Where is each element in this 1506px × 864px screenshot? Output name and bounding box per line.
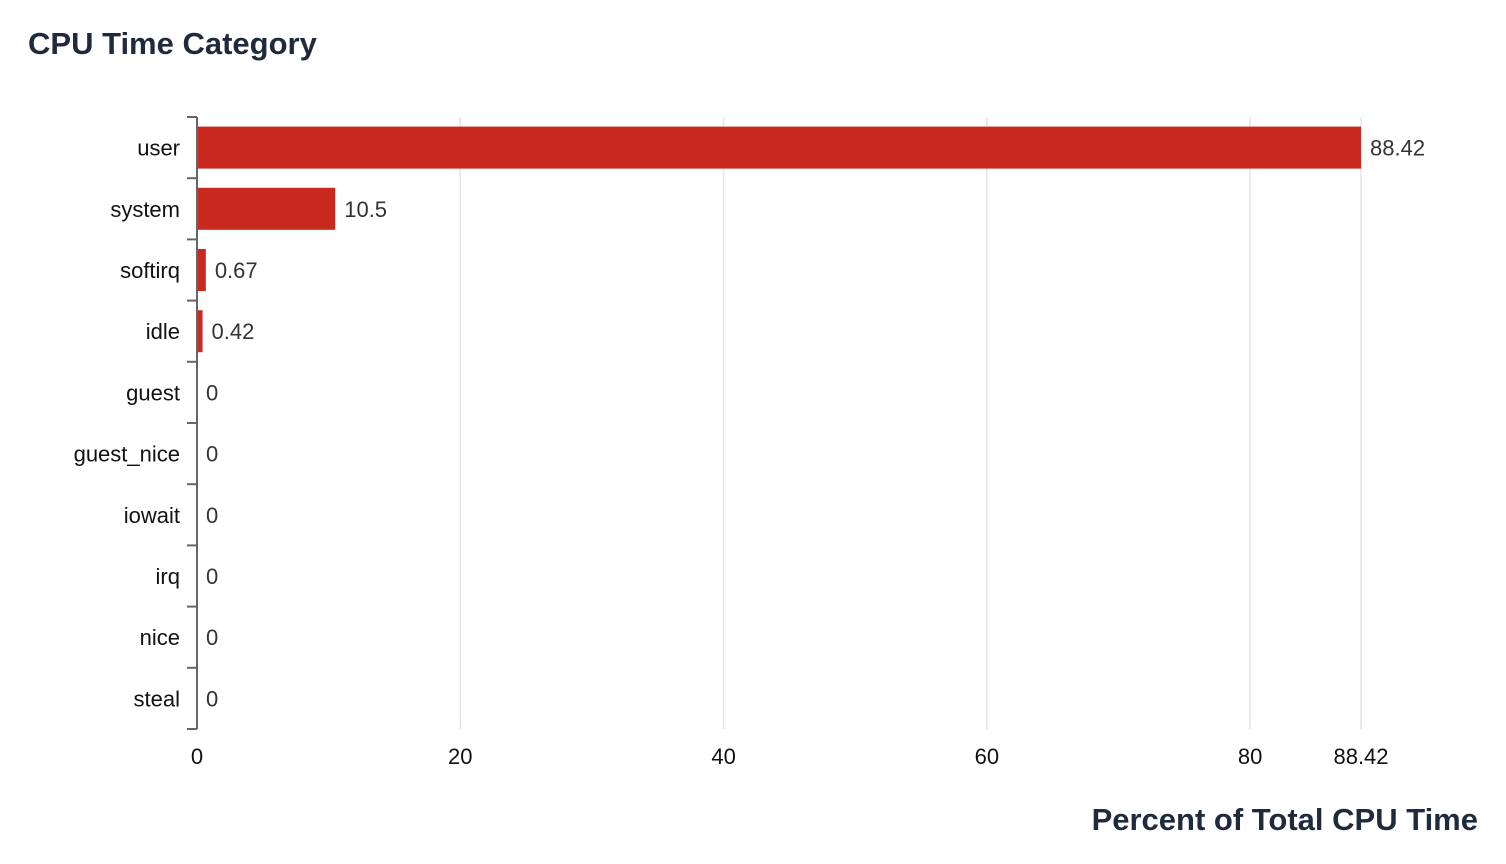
value-label-idle: 0.42 <box>212 319 255 344</box>
category-label-iowait: iowait <box>124 503 180 528</box>
bar-user <box>197 126 1361 169</box>
category-label-nice: nice <box>140 625 180 650</box>
value-label-iowait: 0 <box>206 503 218 528</box>
category-label-softirq: softirq <box>120 258 180 283</box>
category-label-guest_nice: guest_nice <box>74 442 180 467</box>
x-tick-label-0: 0 <box>191 744 203 769</box>
value-label-steal: 0 <box>206 686 218 711</box>
value-label-system: 10.5 <box>344 197 387 222</box>
x-axis-title: Percent of Total CPU Time <box>1092 802 1478 837</box>
bar-idle <box>197 310 203 353</box>
category-label-idle: idle <box>146 319 180 344</box>
value-label-softirq: 0.67 <box>215 258 258 283</box>
chart-title: CPU Time Category <box>28 26 318 61</box>
bars <box>197 126 1361 353</box>
category-label-steal: steal <box>134 686 180 711</box>
value-labels: 88.42 10.5 0.67 0.42 0 0 0 0 0 0 <box>206 136 1425 712</box>
x-tick-label-1: 20 <box>448 744 472 769</box>
x-tick-label-3: 60 <box>975 744 999 769</box>
value-label-irq: 0 <box>206 564 218 589</box>
value-label-nice: 0 <box>206 625 218 650</box>
axes <box>187 116 198 730</box>
bar-softirq <box>197 249 206 291</box>
x-tick-label-2: 40 <box>711 744 735 769</box>
category-label-guest: guest <box>126 380 180 405</box>
category-label-irq: irq <box>156 564 180 589</box>
category-label-user: user <box>137 136 180 161</box>
x-tick-labels: 0 20 40 60 80 88.42 <box>191 744 1389 769</box>
value-label-guest: 0 <box>206 380 218 405</box>
grid-lines <box>459 117 1362 729</box>
value-label-guest_nice: 0 <box>206 442 218 467</box>
category-label-system: system <box>110 197 180 222</box>
x-tick-label-4: 80 <box>1238 744 1262 769</box>
x-tick-label-5: 88.42 <box>1333 744 1388 769</box>
category-labels: user system softirq idle guest guest_niceiowa… <box>74 136 180 712</box>
value-label-user: 88.42 <box>1370 136 1425 161</box>
bar-system <box>197 187 336 230</box>
